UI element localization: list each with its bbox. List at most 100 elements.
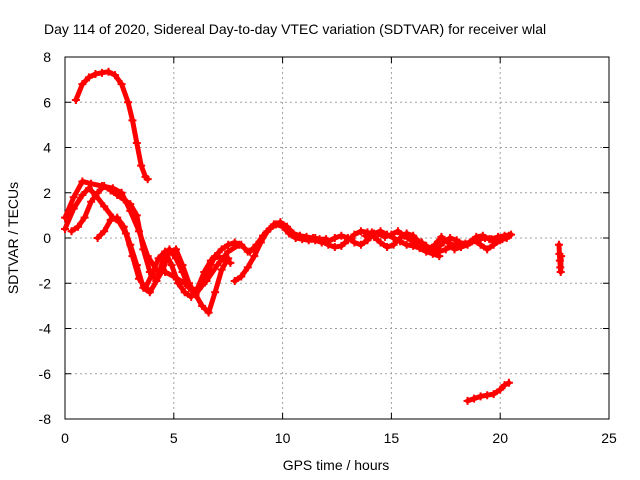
data-point (363, 236, 372, 245)
series-arc-low (463, 378, 513, 405)
data-point (376, 238, 385, 247)
data-point (278, 222, 287, 231)
data-point (224, 254, 233, 263)
data-point (97, 68, 106, 77)
x-tick-label: 0 (61, 430, 69, 446)
data-point (476, 392, 485, 401)
data-point (119, 195, 128, 204)
data-point (78, 80, 87, 89)
data-point (100, 202, 109, 211)
data-point (413, 240, 422, 249)
data-point (437, 232, 446, 241)
data-point (113, 191, 122, 200)
series-arc-d (93, 213, 252, 299)
data-point (69, 193, 78, 202)
data-point (356, 240, 365, 249)
data-point (555, 256, 564, 265)
data-point (180, 288, 189, 297)
data-point (158, 256, 167, 265)
data-point (496, 385, 505, 394)
data-point (165, 245, 174, 254)
data-point (252, 240, 261, 249)
data-point (374, 229, 383, 238)
data-point (211, 288, 220, 297)
data-point (452, 236, 461, 245)
y-tick-label: 4 (43, 140, 51, 156)
data-point (178, 267, 187, 276)
data-point (191, 290, 200, 299)
data-point (78, 191, 87, 200)
data-point (128, 116, 137, 125)
data-point (463, 240, 472, 249)
data-point (250, 252, 259, 261)
data-point (402, 240, 411, 249)
data-point (272, 220, 281, 229)
data-point (119, 222, 128, 231)
data-point (470, 394, 479, 403)
y-axis-label: SDTVAR / TECUs (5, 182, 21, 294)
data-point (441, 245, 450, 254)
data-point (237, 272, 246, 281)
data-point (483, 391, 492, 400)
data-point (132, 211, 141, 220)
data-point (71, 95, 80, 104)
data-point (126, 200, 135, 209)
data-point (330, 243, 339, 252)
x-tick-label: 5 (170, 430, 178, 446)
data-point (476, 240, 485, 249)
data-point (84, 73, 93, 82)
y-tick-label: 0 (43, 230, 51, 246)
data-point (430, 240, 439, 249)
y-tick-label: -2 (39, 275, 52, 291)
data-point (457, 243, 466, 252)
data-point (139, 283, 148, 292)
data-point (330, 234, 339, 242)
series-arc-i (417, 232, 511, 254)
data-point (259, 231, 268, 240)
data-point (417, 238, 426, 247)
data-point (500, 381, 509, 390)
data-point (317, 237, 326, 246)
data-point (400, 231, 409, 240)
data-point (213, 261, 222, 270)
y-tick-label: 6 (43, 94, 51, 110)
data-point (265, 224, 274, 233)
data-point (204, 308, 213, 317)
data-point (285, 229, 294, 238)
data-point (139, 245, 148, 254)
data-point (496, 236, 505, 245)
data-point (211, 252, 220, 261)
data-point (383, 243, 392, 252)
data-point (483, 245, 492, 254)
x-tick-label: 10 (275, 430, 291, 446)
data-point (171, 254, 180, 263)
x-tick-label: 15 (384, 430, 400, 446)
data-point (224, 247, 233, 256)
data-point (167, 261, 176, 270)
data-point (343, 236, 352, 245)
data-point (478, 231, 487, 240)
data-point (117, 80, 126, 89)
x-tick-label: 20 (492, 430, 508, 446)
data-point (217, 265, 226, 274)
data-point (145, 267, 154, 276)
data-point (91, 69, 100, 78)
data-point (350, 238, 359, 247)
data-point (113, 213, 122, 222)
data-point (106, 186, 115, 195)
data-point (152, 276, 161, 285)
data-point (100, 181, 109, 190)
data-point (198, 301, 207, 310)
data-point (61, 224, 69, 233)
data-point (443, 238, 452, 247)
data-point (137, 161, 146, 170)
y-tick-label: 8 (43, 49, 51, 65)
data-point (311, 234, 320, 242)
y-tick-label: 2 (43, 185, 51, 201)
data-point (502, 234, 511, 242)
data-point (126, 240, 135, 249)
data-point (361, 231, 370, 240)
data-point (463, 396, 472, 405)
data-point (470, 236, 479, 245)
